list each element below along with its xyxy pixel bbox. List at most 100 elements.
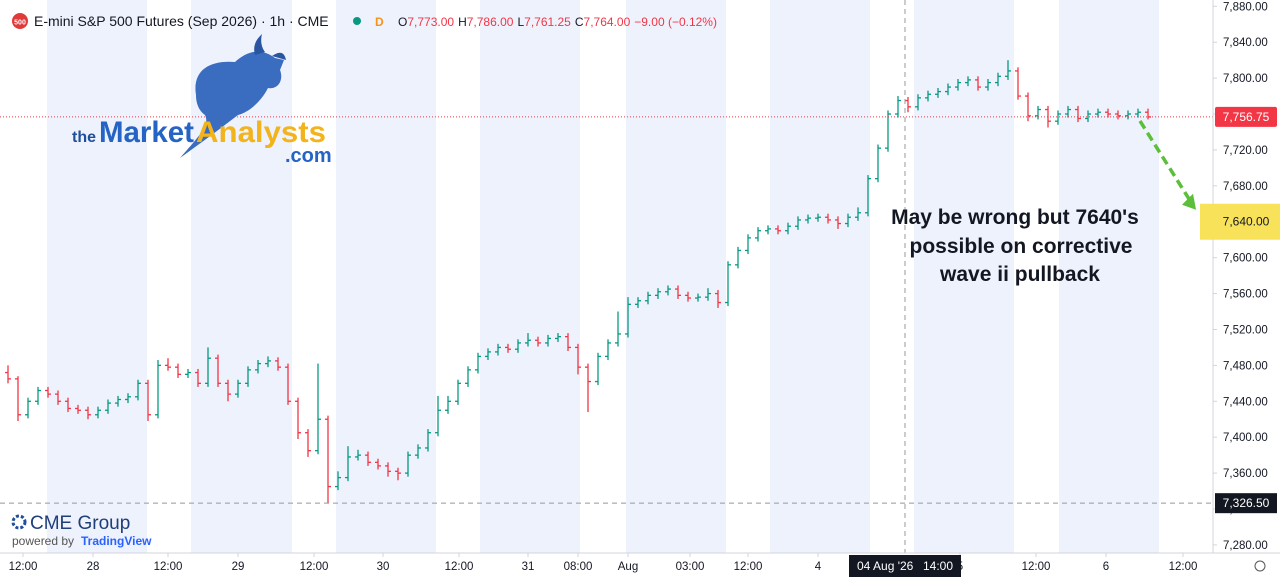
ohlc-bar (705, 288, 711, 301)
session-band (336, 0, 436, 553)
readout-key: C (575, 15, 584, 29)
y-tick-label: 7,600.00 (1223, 253, 1268, 265)
ohlc-bar (385, 462, 391, 477)
logo-bull (180, 51, 284, 159)
ohlc-bar (975, 76, 981, 91)
ohlc-bar (415, 444, 421, 459)
y-tick-label: 7,280.00 (1223, 540, 1268, 552)
ohlc-bar (1005, 60, 1011, 80)
ohlc-bar (305, 429, 311, 457)
ohlc-bar (125, 393, 131, 404)
ohlc-bar (255, 359, 261, 374)
settings-button[interactable] (1254, 560, 1266, 572)
ohlc-bar (1115, 110, 1121, 120)
ohlc-bar (185, 368, 191, 378)
x-tick-label: 12:00 (1022, 561, 1051, 573)
ohlc-bar (285, 363, 291, 405)
ohlc-bar (135, 379, 141, 401)
ohlc-bar (655, 288, 661, 299)
target-arrowhead (1182, 193, 1196, 210)
ohlc-bar (395, 467, 401, 481)
ohlc-bar (555, 333, 561, 343)
x-tick-label: 03:00 (676, 561, 705, 573)
y-tick-label: 7,880.00 (1223, 1, 1268, 13)
ohlc-bar (235, 379, 241, 398)
annotation-line: possible on corrective (910, 235, 1133, 258)
axis-labels: 7,756.75 7,326.50 04 Aug '26 14:00 7,640.00 (849, 106, 1280, 577)
ohlc-bar (735, 246, 741, 269)
ohlc-bar (765, 225, 771, 235)
ohlc-bar (405, 451, 411, 477)
readout-value: 7,786.00 (467, 15, 514, 29)
y-tick-label: 7,440.00 (1223, 396, 1268, 408)
y-tick-label: 7,800.00 (1223, 73, 1268, 85)
ohlc-bar (875, 144, 881, 183)
ohlc-bar (1105, 108, 1111, 118)
crosshair-time: 14:00 (923, 559, 953, 573)
ohlc-bar (585, 363, 591, 413)
x-tick-label: 12:00 (9, 561, 38, 573)
ohlc-bar (965, 76, 971, 87)
session-band (626, 0, 726, 553)
ohlc-bar (265, 356, 271, 368)
tradingview[interactable]: TradingView (81, 534, 152, 548)
ohlc-bar (325, 415, 331, 504)
ohlc-bar (345, 446, 351, 482)
interval-badge[interactable]: D (375, 15, 384, 29)
ohlc-bar (715, 289, 721, 308)
ohlc-bar (495, 343, 501, 356)
ohlc-bar (505, 343, 511, 353)
readout-key: H (458, 15, 467, 29)
ohlc-bar (745, 234, 751, 255)
y-tick-label: 7,720.00 (1223, 145, 1268, 157)
x-tick-label: 08:00 (564, 561, 593, 573)
ohlc-bar (755, 227, 761, 242)
target-label: 7,640.00 (1223, 215, 1270, 229)
ohlc-bar (685, 291, 691, 302)
ohlc-bar (15, 376, 21, 422)
x-tick-label: 29 (232, 561, 245, 573)
ohlc-bar (805, 214, 811, 224)
cme-brand-text: CME Group (30, 513, 130, 534)
x-tick-label: 4 (815, 561, 822, 573)
ohlc-readout: O7,773.00 H7,786.00 L7,761.25 C7,764.00 −9.0… (398, 15, 717, 29)
ohlc-bar (515, 339, 521, 353)
ohlc-bar (695, 293, 701, 302)
ohlc-bar (935, 87, 941, 98)
y-tick-label: 7,680.00 (1223, 181, 1268, 193)
ohlc-bar (65, 397, 71, 413)
ohlc-bar (25, 397, 31, 419)
x-tick-label: 6 (1103, 561, 1109, 573)
ohlc-bar (115, 395, 121, 407)
ohlc-bar (95, 406, 101, 419)
ohlc-bar (365, 451, 371, 466)
ohlc-bar (775, 225, 781, 235)
y-tick-label: 7,560.00 (1223, 289, 1268, 301)
target-arrow (1138, 119, 1194, 205)
ohlc-bar (995, 72, 1001, 87)
target-box (1200, 203, 1280, 240)
session-band (47, 0, 147, 553)
readout-key: L (517, 15, 524, 29)
session-band (770, 0, 870, 553)
logo: the Market Analysts .com (72, 34, 332, 167)
readout-value: 7,773.00 (407, 15, 454, 29)
ohlc-bar (665, 285, 671, 296)
session-band (1059, 0, 1159, 553)
ohlc-bar (435, 395, 441, 437)
ohlc-bar (205, 347, 211, 387)
ohlc-bar (945, 83, 951, 96)
ohlc-bar (1075, 105, 1081, 123)
ohlc-bar (575, 343, 581, 375)
ohlc-bar (955, 79, 961, 91)
ohlc-bar (815, 213, 821, 222)
ohlc-bar (825, 213, 831, 224)
ohlc-bar (295, 397, 301, 439)
ohlc-bar (865, 175, 871, 217)
y-tick-label: 7,520.00 (1223, 324, 1268, 336)
ohlc-bar (725, 261, 731, 307)
ohlc-bar (375, 458, 381, 470)
ohlc-bar (155, 359, 161, 419)
ohlc-bar (1135, 108, 1141, 118)
